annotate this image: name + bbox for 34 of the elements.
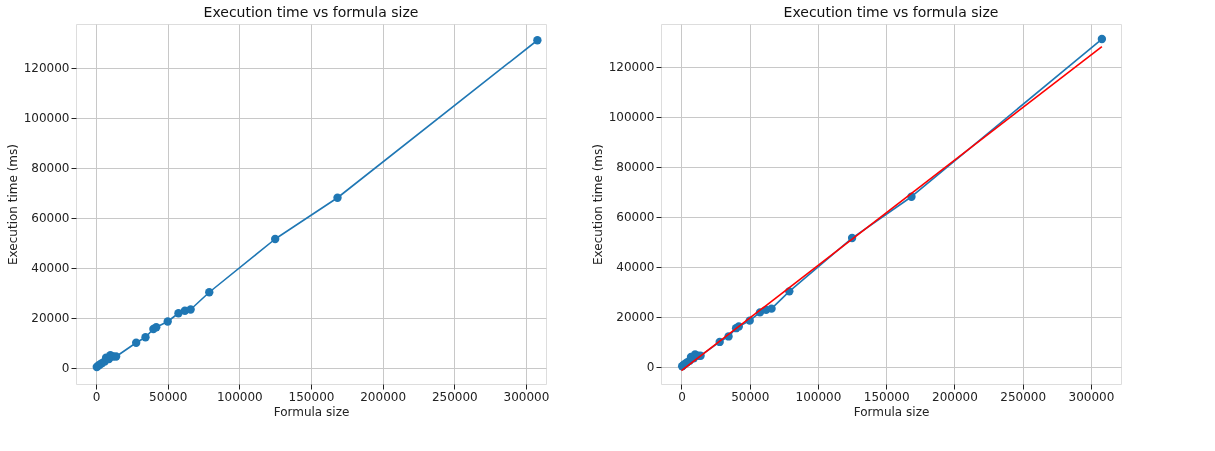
y-tick-label: 80000	[31, 161, 70, 176]
chart-title: Execution time vs formula size	[783, 4, 999, 20]
y-tick-label: 100000	[608, 110, 655, 125]
x-tick-label: 50000	[149, 389, 188, 404]
y-tick-label: 100000	[23, 111, 70, 126]
x-tick-label: 150000	[863, 389, 910, 404]
y-tick-label: 20000	[31, 311, 70, 326]
y-tick-label: 120000	[23, 61, 70, 76]
y-tick-label: 40000	[616, 260, 655, 275]
y-tick-label: 0	[61, 361, 70, 376]
x-tick-label: 100000	[216, 389, 263, 404]
x-tick-label: 0	[678, 389, 686, 404]
x-tick-label: 250000	[1000, 389, 1047, 404]
x-axis-title: Formula size	[273, 404, 350, 419]
y-tick-label: 40000	[31, 261, 70, 276]
y-tick-label: 80000	[616, 160, 655, 175]
y-tick-label: 60000	[616, 210, 655, 225]
x-tick-label: 50000	[731, 389, 770, 404]
chart-title: Execution time vs formula size	[203, 4, 419, 20]
x-tick-label: 300000	[503, 389, 550, 404]
x-tick-label: 100000	[795, 389, 842, 404]
x-tick-label: 200000	[360, 389, 407, 404]
x-tick-label: 250000	[431, 389, 478, 404]
x-tick-label: 300000	[1068, 389, 1115, 404]
y-tick-label: 60000	[31, 211, 70, 226]
x-tick-label: 0	[92, 389, 101, 404]
y-axis-title: Execution time (ms)	[5, 144, 20, 265]
x-axis-title: Formula size	[853, 404, 930, 419]
y-tick-label: 20000	[616, 310, 655, 325]
x-tick-label: 200000	[932, 389, 978, 404]
x-tick-label: 150000	[288, 389, 335, 404]
y-axis-title: Execution time (ms)	[590, 144, 605, 265]
y-tick-label: 120000	[608, 60, 655, 75]
y-tick-label: 0	[646, 360, 655, 375]
